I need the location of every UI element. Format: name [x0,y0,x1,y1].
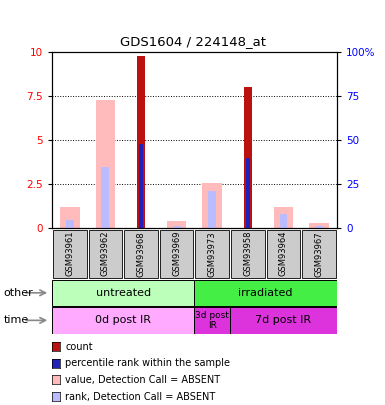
Bar [208,192,216,228]
Bar [230,307,337,334]
Bar [139,144,143,228]
Bar [274,207,293,228]
Text: GSM93969: GSM93969 [172,231,181,277]
Bar [194,307,230,334]
Bar [196,230,229,277]
Text: GSM93973: GSM93973 [208,231,217,277]
Bar [173,226,181,228]
Bar [89,230,122,277]
Text: GSM93967: GSM93967 [315,231,323,277]
Bar [309,223,329,228]
Text: GSM93964: GSM93964 [279,231,288,277]
Text: time: time [4,315,29,325]
Text: GSM93958: GSM93958 [243,231,252,277]
Bar [102,167,109,228]
Bar [60,207,80,228]
Text: 0d post IR: 0d post IR [95,315,151,325]
Bar [137,56,145,228]
Bar [160,230,193,277]
Bar [244,87,252,228]
Bar [203,183,222,228]
Bar [246,158,250,228]
Text: GDS1604 / 224148_at: GDS1604 / 224148_at [119,35,266,48]
Text: count: count [65,341,93,352]
Text: GSM93962: GSM93962 [101,231,110,277]
Text: value, Detection Call = ABSENT: value, Detection Call = ABSENT [65,375,221,385]
Bar [52,307,194,334]
Text: 7d post IR: 7d post IR [255,315,311,325]
Text: other: other [4,288,33,298]
Bar [302,230,336,277]
Bar [194,279,337,306]
Text: rank, Detection Call = ABSENT: rank, Detection Call = ABSENT [65,392,216,402]
Bar [167,222,186,228]
Bar [53,230,87,277]
Text: irradiated: irradiated [238,288,293,298]
Bar [124,230,158,277]
Bar [267,230,300,277]
Text: untreated: untreated [95,288,151,298]
Bar [66,220,74,228]
Bar [315,226,323,228]
Bar [52,279,194,306]
Text: GSM93961: GSM93961 [65,231,74,277]
Text: percentile rank within the sample: percentile rank within the sample [65,358,231,368]
Bar [231,230,264,277]
Text: GSM93968: GSM93968 [137,231,146,277]
Bar [95,100,115,228]
Bar [280,214,287,228]
Text: 3d post
IR: 3d post IR [195,311,229,330]
